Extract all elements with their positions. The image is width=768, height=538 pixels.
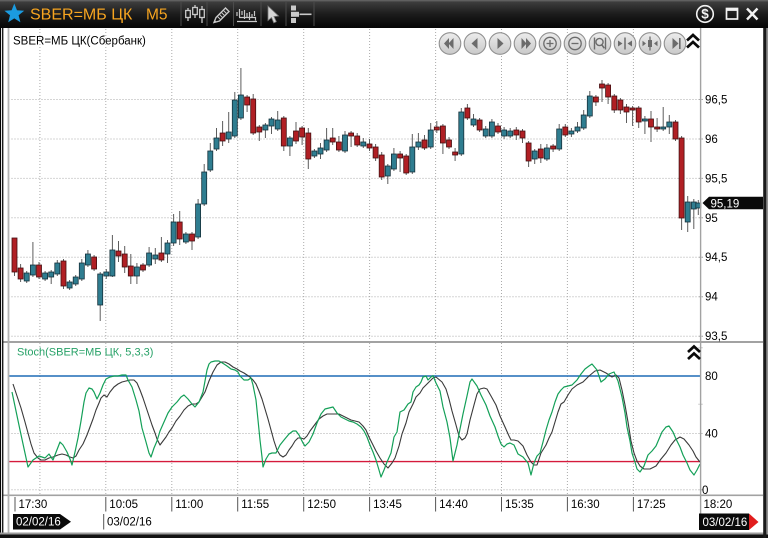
svg-text:10:05: 10:05 bbox=[109, 499, 138, 511]
svg-text:M5: M5 bbox=[146, 7, 168, 24]
svg-text:13:45: 13:45 bbox=[373, 499, 402, 511]
svg-text:96: 96 bbox=[705, 134, 718, 146]
svg-text:94,5: 94,5 bbox=[705, 252, 727, 264]
svg-text:17:25: 17:25 bbox=[637, 499, 666, 511]
svg-text:80: 80 bbox=[705, 371, 718, 383]
svg-text:93,5: 93,5 bbox=[705, 331, 727, 343]
svg-text:94: 94 bbox=[705, 292, 718, 304]
svg-text:14:40: 14:40 bbox=[439, 499, 468, 511]
svg-text:11:55: 11:55 bbox=[241, 499, 269, 511]
svg-text:16:30: 16:30 bbox=[571, 499, 600, 511]
svg-text:95,19: 95,19 bbox=[711, 199, 740, 211]
svg-text:40: 40 bbox=[705, 429, 718, 441]
svg-text:02/02/16: 02/02/16 bbox=[16, 517, 61, 529]
svg-text:17:30: 17:30 bbox=[19, 499, 48, 511]
svg-text:0: 0 bbox=[702, 485, 708, 497]
svg-text:95,5: 95,5 bbox=[705, 173, 727, 185]
svg-text:03/02/16: 03/02/16 bbox=[703, 517, 748, 529]
svg-text:15:35: 15:35 bbox=[505, 499, 534, 511]
svg-text:95: 95 bbox=[705, 213, 718, 225]
svg-text:18:20: 18:20 bbox=[704, 499, 733, 511]
svg-text:03/02/16: 03/02/16 bbox=[107, 517, 152, 529]
svg-text:$: $ bbox=[701, 7, 709, 22]
svg-text:SBER=МБ ЦК: SBER=МБ ЦК bbox=[30, 7, 133, 24]
svg-text:Stoch(SBER=МБ ЦК, 5,3,3): Stoch(SBER=МБ ЦК, 5,3,3) bbox=[17, 347, 153, 359]
svg-text:11:00: 11:00 bbox=[175, 499, 203, 511]
svg-text:12:50: 12:50 bbox=[307, 499, 336, 511]
svg-text:SBER=МБ ЦК(Сбербанк): SBER=МБ ЦК(Сбербанк) bbox=[13, 36, 146, 48]
svg-text:96,5: 96,5 bbox=[705, 95, 727, 107]
